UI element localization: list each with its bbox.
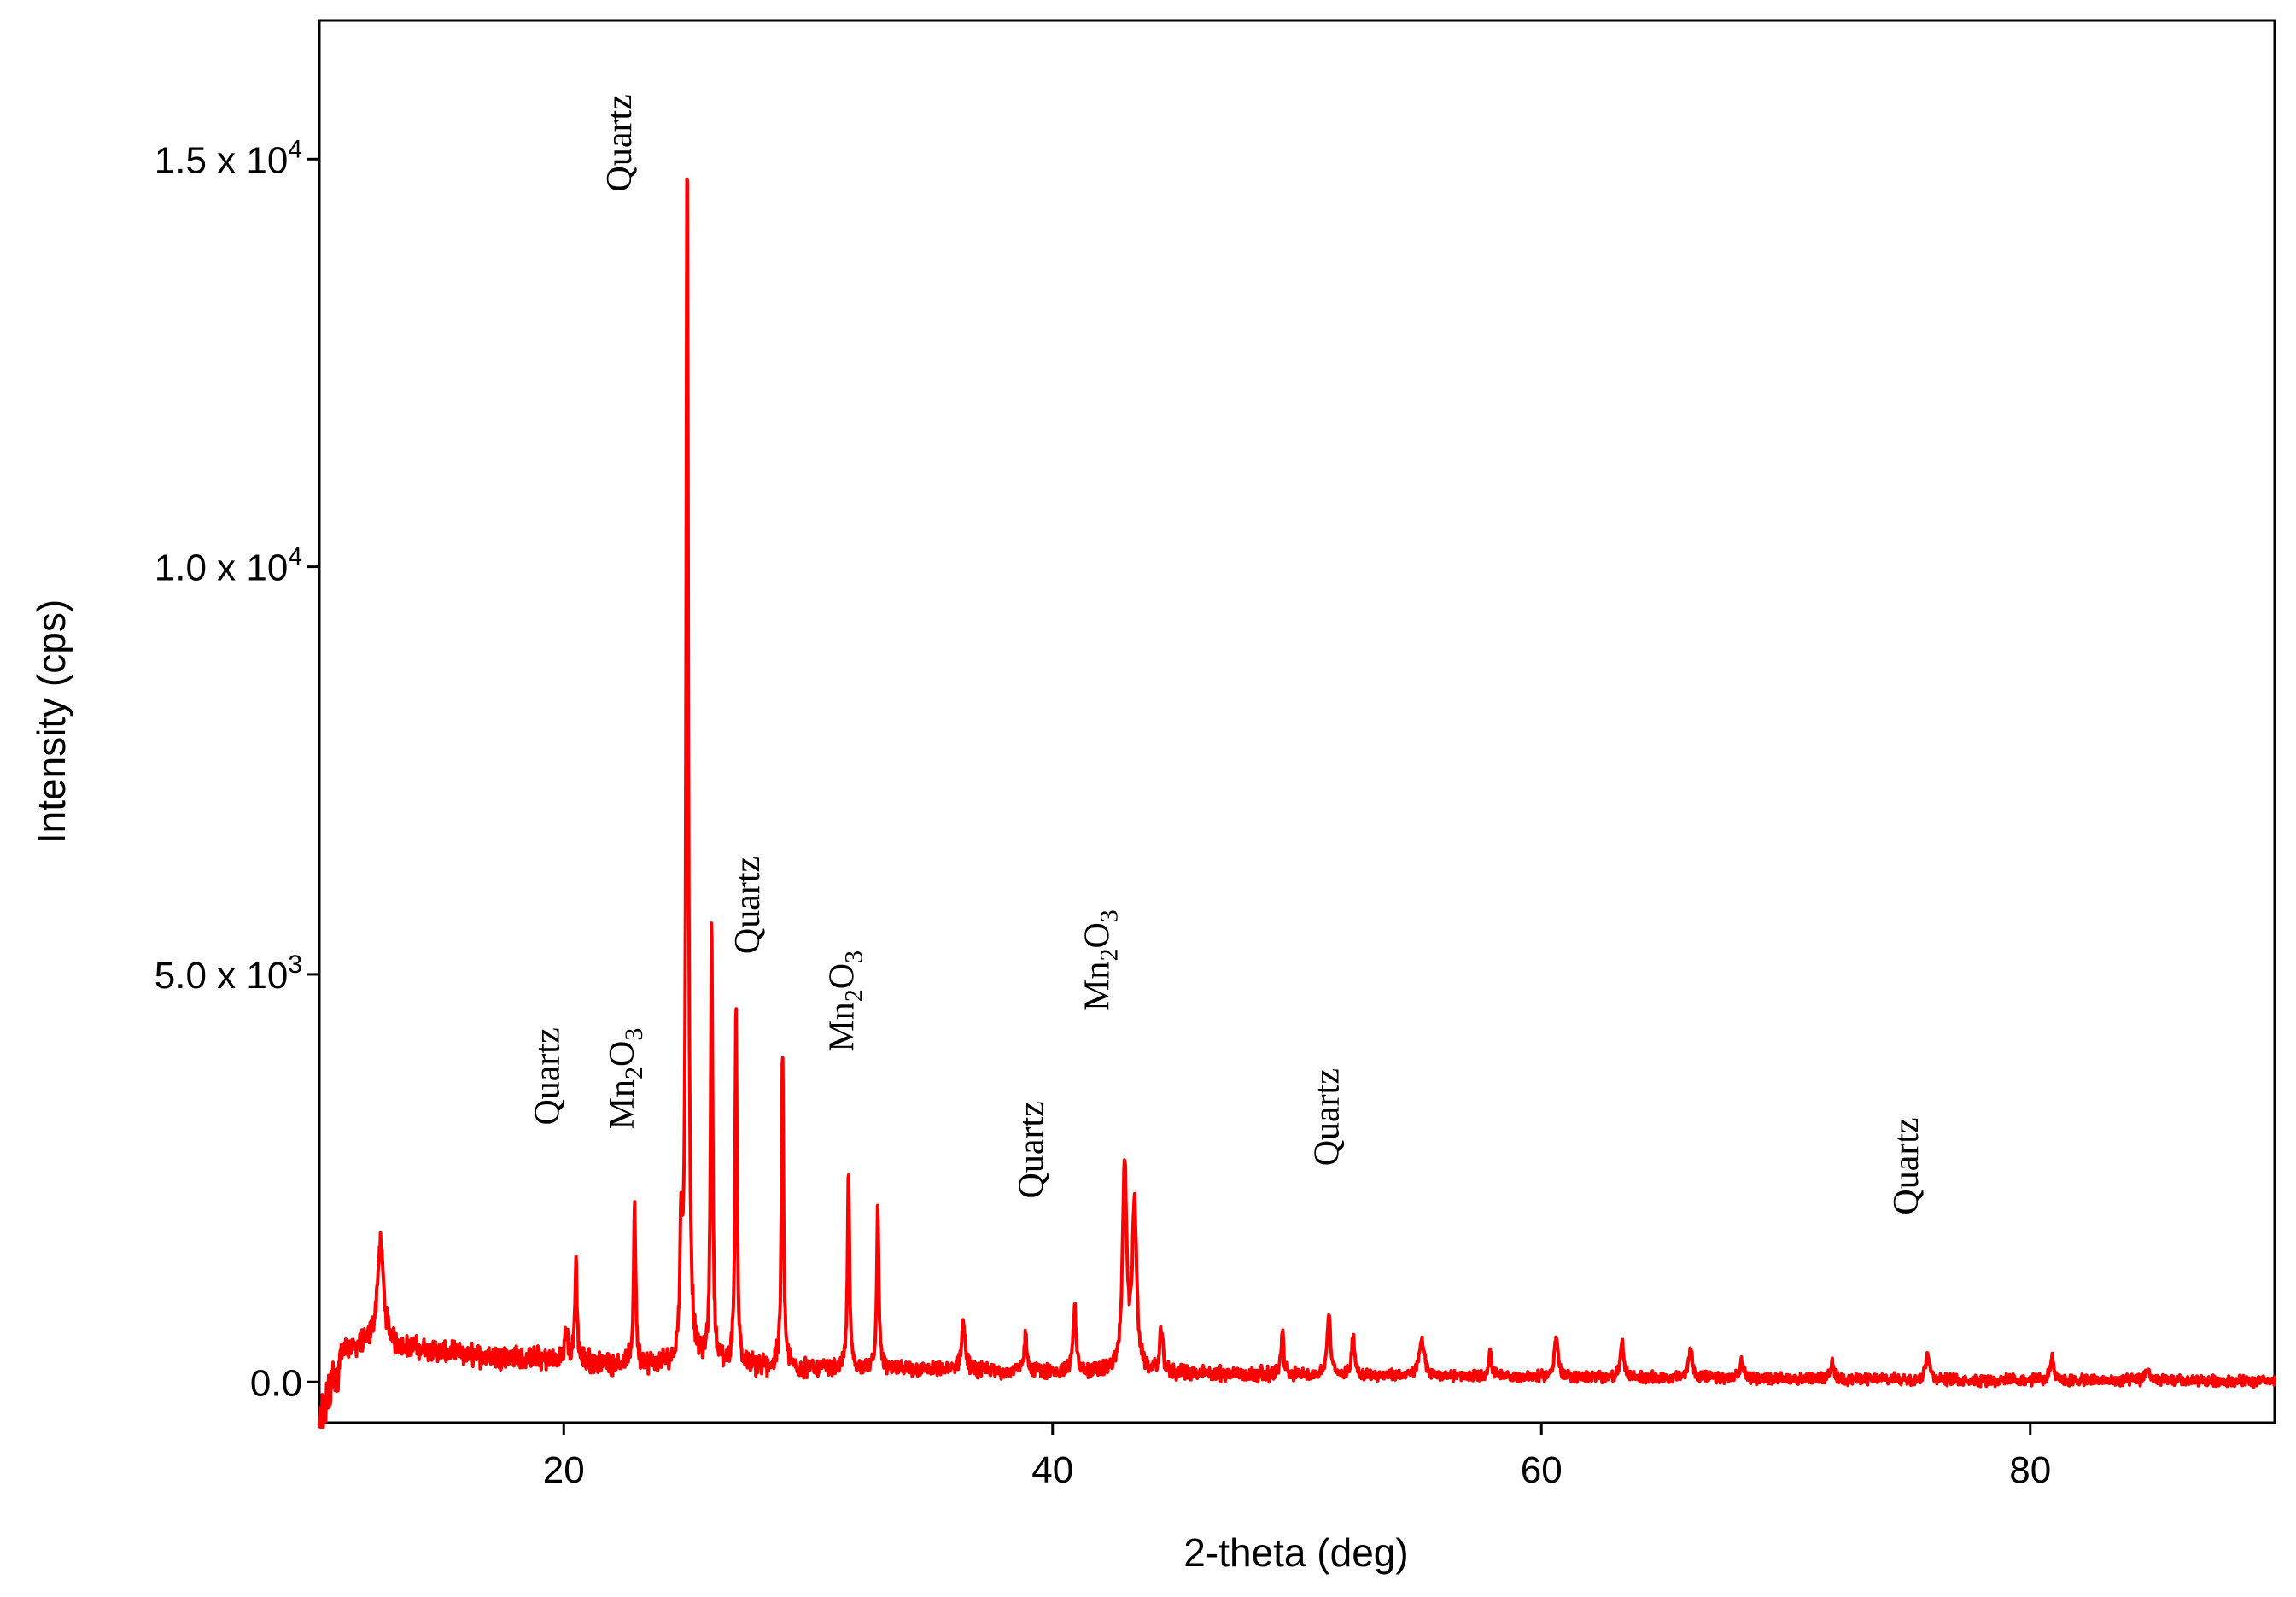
peak-label: Quartz bbox=[529, 1027, 568, 1125]
peak-label: Quartz bbox=[1308, 1068, 1347, 1166]
peak-annotations: Quartz Quartz Mn2O3 Quartz Mn2O3 Quartz Mn2O3 Q… bbox=[529, 94, 1927, 1214]
x-axis-ticks: 20 40 60 80 bbox=[543, 1423, 2051, 1491]
peak-label: Mn2O3 bbox=[1078, 910, 1124, 1011]
y-axis-ticks: 0.0 5.0 x 103 1.0 x 104 1.5 x 104 bbox=[155, 135, 319, 1404]
x-tick-label: 20 bbox=[543, 1449, 585, 1491]
y-tick-label: 5.0 x 103 bbox=[155, 951, 302, 997]
peak-label: Quartz bbox=[1887, 1117, 1926, 1214]
x-axis-title: 2-theta (deg) bbox=[1183, 1530, 1408, 1575]
peak-label: Quartz bbox=[1012, 1101, 1051, 1198]
y-axis-title: Intensity (cps) bbox=[29, 600, 73, 844]
peak-label: Mn2O3 bbox=[822, 951, 868, 1052]
x-tick-label: 60 bbox=[1521, 1449, 1563, 1491]
plot-frame bbox=[318, 19, 2276, 1424]
peak-label: Mn2O3 bbox=[603, 1028, 648, 1130]
peak-label: Quartz bbox=[728, 857, 768, 954]
y-tick-label: 0.0 bbox=[250, 1362, 302, 1404]
x-tick-label: 80 bbox=[2009, 1449, 2051, 1491]
x-tick-label: 40 bbox=[1031, 1449, 1073, 1491]
intensity-series-line bbox=[318, 177, 2276, 1429]
y-tick-label: 1.5 x 104 bbox=[155, 135, 302, 181]
y-tick-label: 1.0 x 104 bbox=[155, 543, 302, 589]
peak-label: Quartz bbox=[600, 94, 640, 191]
